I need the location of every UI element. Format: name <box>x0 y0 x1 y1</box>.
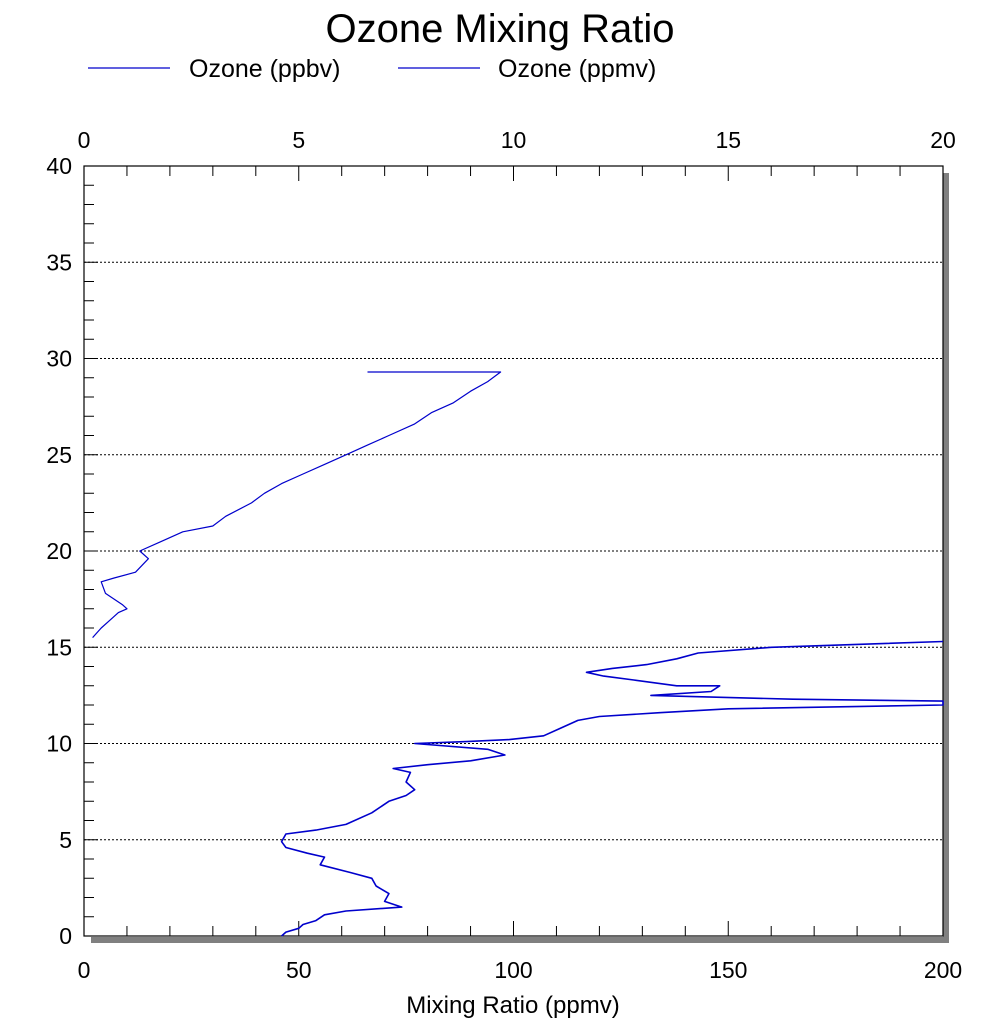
x-top-tick-label-0: 0 <box>78 127 91 153</box>
plot-frame <box>83 165 944 937</box>
x-top-tick-label-20: 20 <box>930 127 956 153</box>
x-top-tick-label-10: 10 <box>501 127 527 153</box>
grid-lines <box>84 261 943 841</box>
legend: Ozone (ppbv) Ozone (ppmv) <box>88 55 656 83</box>
series-line-ozone-ppbv <box>280 640 944 937</box>
plot-shadow-right <box>943 173 949 943</box>
y-tick-label-30: 30 <box>46 346 72 372</box>
x-bottom-tick-label-150: 150 <box>709 957 747 983</box>
x-bottom-tick-label-50: 50 <box>286 957 312 983</box>
legend-label-ppbv: Ozone (ppbv) <box>189 55 340 83</box>
x-axis-title: Mixing Ratio (ppmv) <box>406 992 619 1019</box>
y-tick-label-25: 25 <box>46 442 72 468</box>
legend-label-ppmv: Ozone (ppmv) <box>498 55 656 83</box>
y-tick-label-35: 35 <box>46 249 72 275</box>
y-tick-label-0: 0 <box>59 923 72 949</box>
series-lines <box>92 371 944 937</box>
x-bottom-tick-label-0: 0 <box>78 957 91 983</box>
y-tick-label-15: 15 <box>46 634 72 660</box>
series-line-ozone-ppmv <box>92 371 502 639</box>
y-tick-label-20: 20 <box>46 538 72 564</box>
chart-title: Ozone Mixing Ratio <box>325 7 674 51</box>
x-bottom-tick-label-100: 100 <box>494 957 532 983</box>
plot-shadow-bottom <box>91 937 949 943</box>
y-tick-label-10: 10 <box>46 731 72 757</box>
x-bottom-tick-label-200: 200 <box>924 957 962 983</box>
y-tick-label-40: 40 <box>46 153 72 179</box>
x-top-tick-label-5: 5 <box>292 127 305 153</box>
y-tick-label-5: 5 <box>59 827 72 853</box>
x-top-tick-label-15: 15 <box>715 127 741 153</box>
